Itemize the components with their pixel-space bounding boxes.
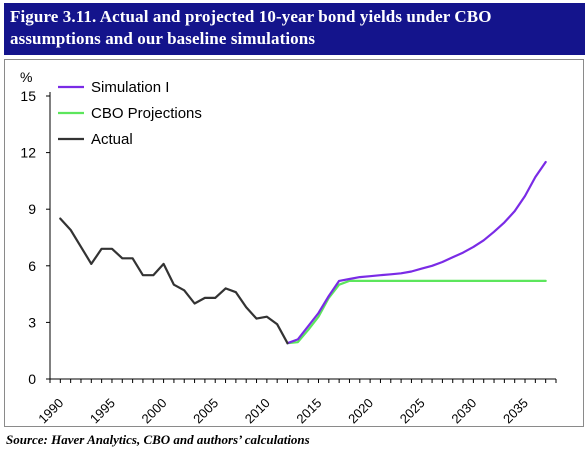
x-tick-label-2010: 2010 — [242, 395, 273, 426]
x-tick-label-2005: 2005 — [190, 395, 221, 426]
series-line-simulation-i — [286, 160, 547, 345]
legend-label-actual: Actual — [91, 131, 133, 148]
y-tick-label-15: 15 — [20, 88, 36, 104]
y-tick-label-12: 12 — [20, 145, 36, 161]
x-tick-label-2025: 2025 — [397, 395, 428, 426]
x-tick-label-2000: 2000 — [139, 395, 170, 426]
x-tick-label-1995: 1995 — [87, 395, 118, 426]
series-line-actual — [59, 217, 289, 345]
figure-title-line-1: Figure 3.11. Actual and projected 10-yea… — [10, 7, 492, 26]
figure-title-line-2: assumptions and our baseline simulations — [10, 29, 316, 48]
y-tick-label-3: 3 — [28, 314, 36, 330]
y-tick-label-9: 9 — [28, 201, 36, 217]
chart-frame — [4, 59, 584, 427]
y-tick-label-0: 0 — [28, 371, 36, 387]
x-tick-label-2035: 2035 — [500, 395, 531, 426]
x-tick-label-2015: 2015 — [293, 395, 324, 426]
x-tick-label-2030: 2030 — [448, 395, 479, 426]
figure-title-bar: Figure 3.11. Actual and projected 10-yea… — [4, 3, 585, 55]
legend-label-simulation-i: Simulation I — [91, 79, 169, 96]
y-axis-unit-label: % — [20, 69, 32, 85]
line-chart: 0 3 6 9 12 15% 1990 1995 2000 2005 2010 2015 2020 202… — [20, 69, 557, 426]
legend-label-cbo-projections: CBO Projections — [91, 105, 202, 122]
series-line-cbo-projections — [286, 279, 547, 345]
source-note: Source: Haver Analytics, CBO and authors… — [6, 432, 310, 447]
x-tick-label-2020: 2020 — [345, 395, 376, 426]
x-tick-label-1990: 1990 — [35, 395, 66, 426]
y-tick-label-6: 6 — [28, 258, 36, 274]
